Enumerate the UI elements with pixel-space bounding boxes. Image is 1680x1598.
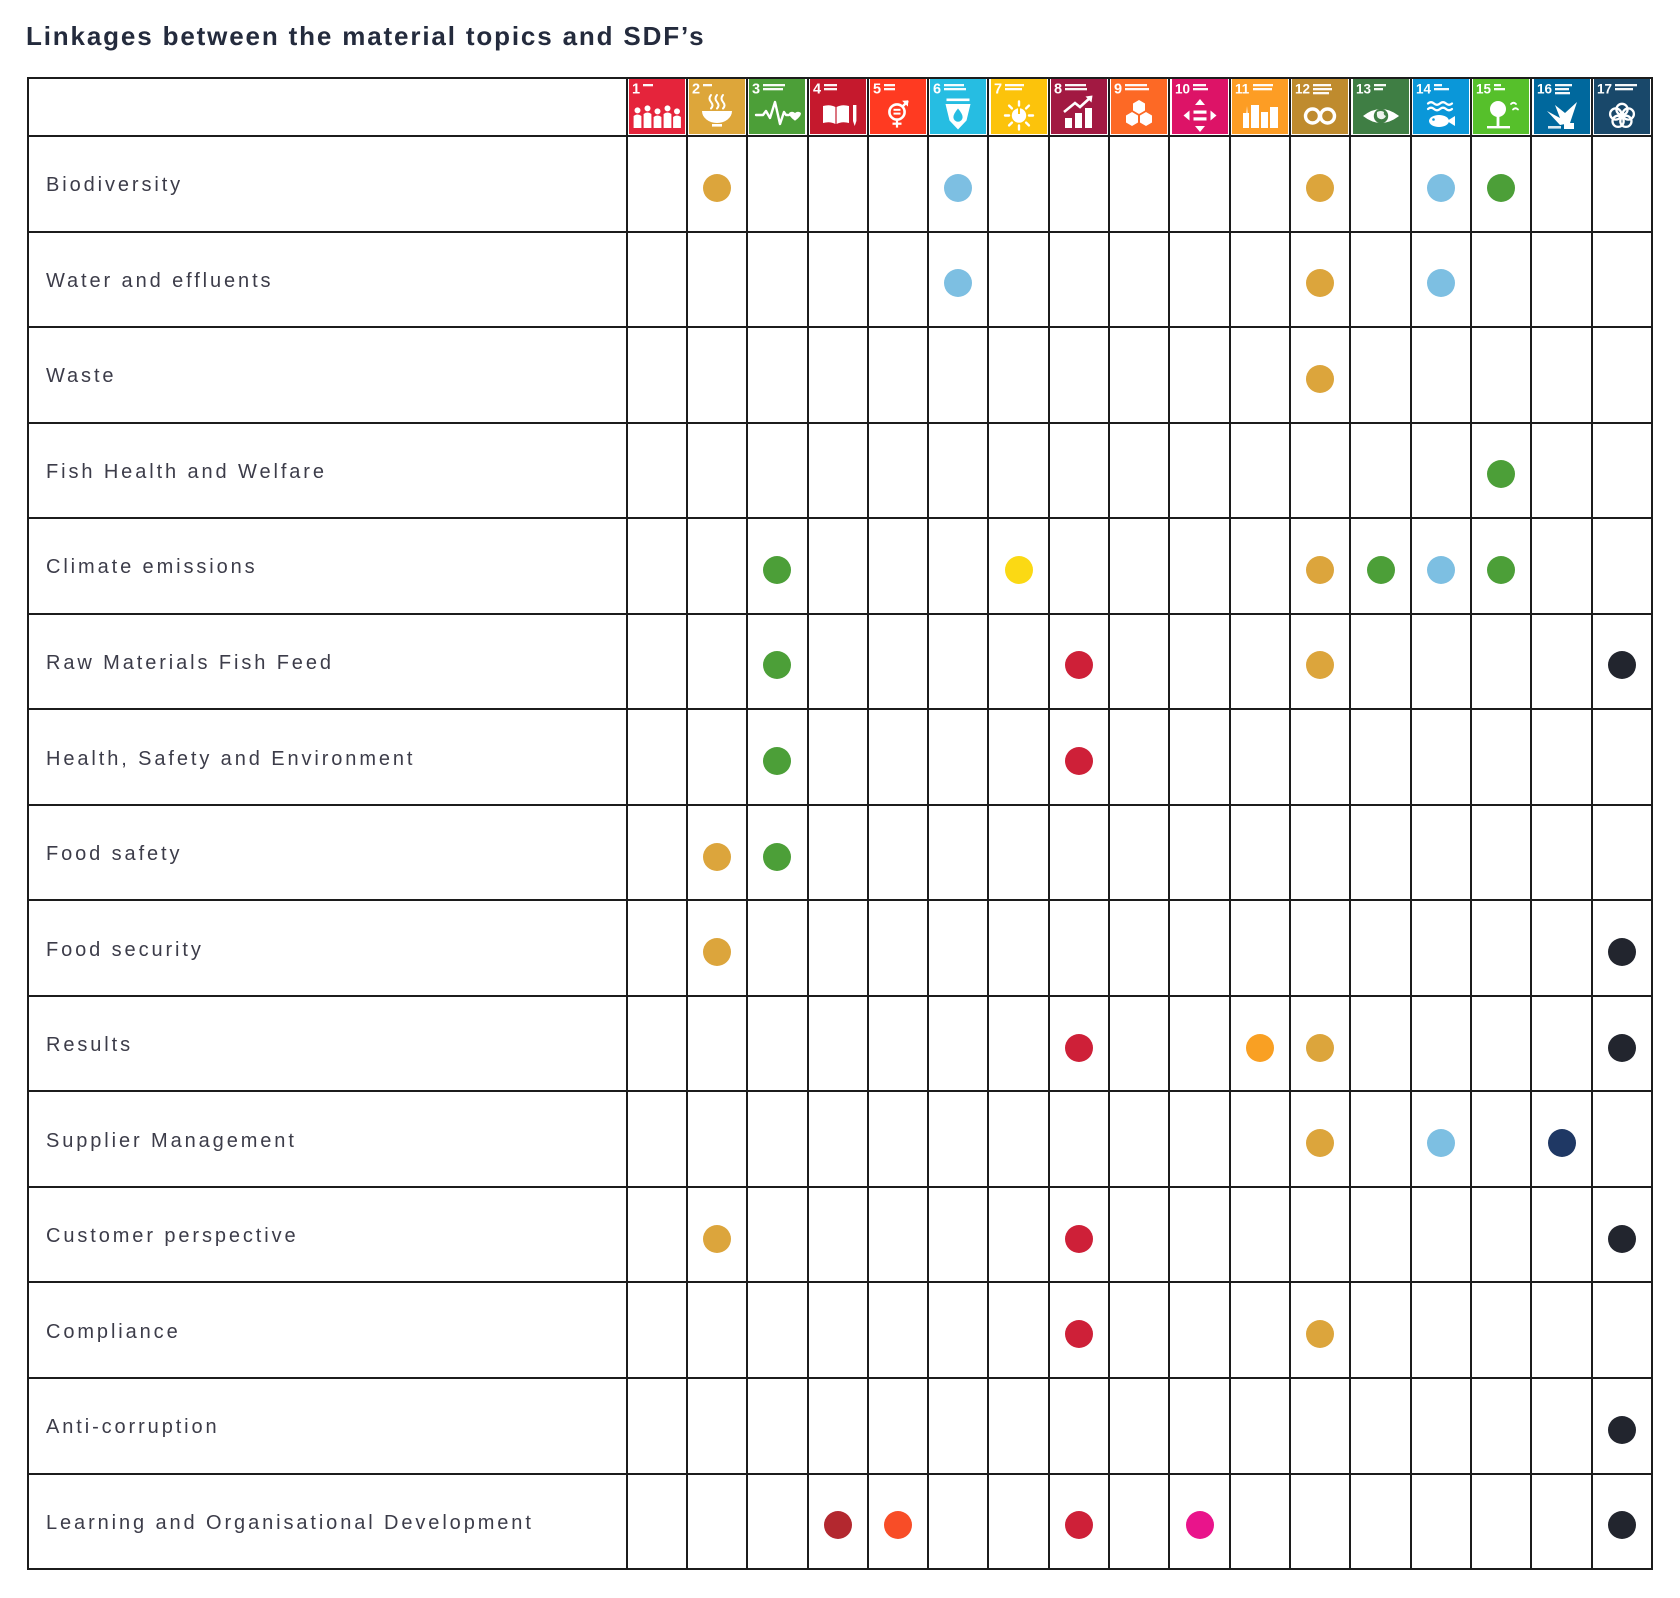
svg-text:2: 2 — [692, 82, 700, 98]
svg-text:12: 12 — [1295, 82, 1310, 97]
svg-text:4: 4 — [813, 82, 821, 98]
svg-text:10: 10 — [1175, 82, 1190, 97]
svg-text:3: 3 — [752, 82, 760, 98]
svg-text:14: 14 — [1416, 82, 1432, 97]
svg-text:8: 8 — [1054, 82, 1062, 98]
svg-text:13: 13 — [1356, 82, 1372, 97]
svg-text:5: 5 — [873, 82, 881, 98]
svg-text:11: 11 — [1235, 82, 1250, 97]
svg-text:9: 9 — [1114, 82, 1122, 98]
svg-text:1: 1 — [632, 82, 640, 98]
svg-text:7: 7 — [994, 82, 1002, 98]
svg-text:16: 16 — [1537, 82, 1553, 97]
svg-text:6: 6 — [933, 82, 941, 98]
svg-text:15: 15 — [1476, 82, 1492, 97]
svg-text:17: 17 — [1597, 82, 1612, 97]
